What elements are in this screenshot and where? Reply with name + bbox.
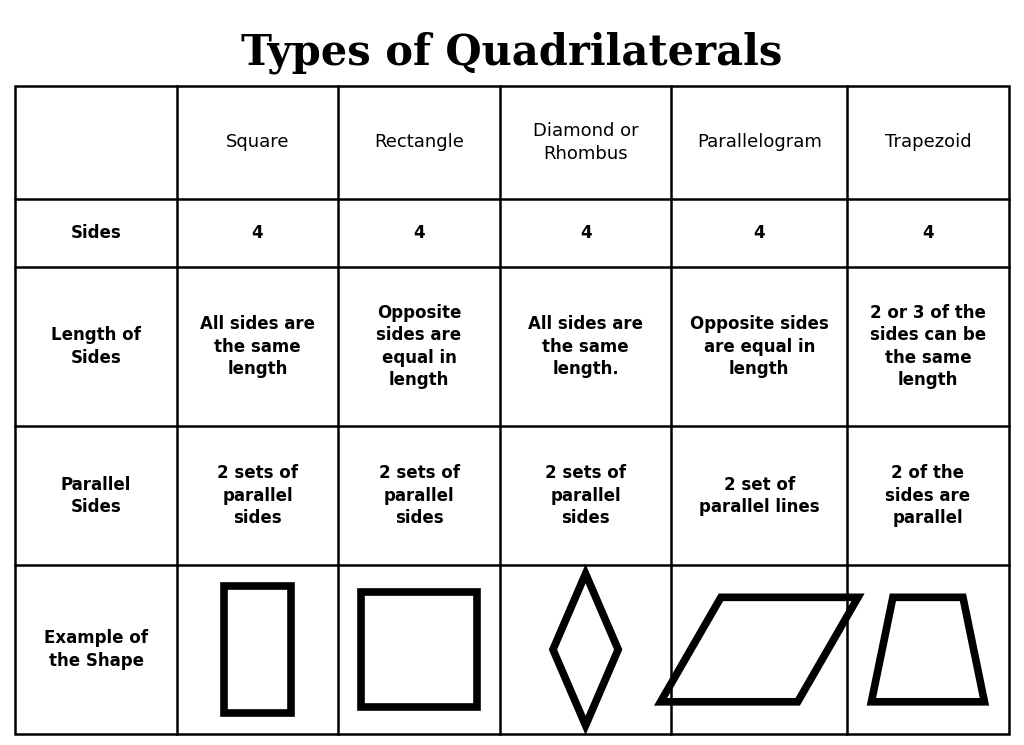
Text: Opposite
sides are
equal in
length: Opposite sides are equal in length: [377, 304, 462, 389]
Text: 4: 4: [252, 224, 263, 242]
Text: 2 set of
parallel lines: 2 set of parallel lines: [699, 475, 819, 516]
Text: Parallelogram: Parallelogram: [697, 133, 821, 151]
Text: Opposite sides
are equal in
length: Opposite sides are equal in length: [690, 315, 828, 378]
Text: Diamond or
Rhombus: Diamond or Rhombus: [532, 121, 638, 163]
Text: Sides: Sides: [71, 224, 122, 242]
Text: All sides are
the same
length: All sides are the same length: [200, 315, 315, 378]
Text: Square: Square: [226, 133, 290, 151]
Text: Parallel
Sides: Parallel Sides: [60, 475, 131, 516]
Text: 4: 4: [414, 224, 425, 242]
Text: Length of
Sides: Length of Sides: [51, 326, 141, 367]
Text: All sides are
the same
length.: All sides are the same length.: [528, 315, 643, 378]
Text: Trapezoid: Trapezoid: [885, 133, 971, 151]
Text: Rectangle: Rectangle: [374, 133, 464, 151]
Text: 2 sets of
parallel
sides: 2 sets of parallel sides: [545, 464, 626, 527]
Text: 4: 4: [580, 224, 592, 242]
Text: 2 sets of
parallel
sides: 2 sets of parallel sides: [217, 464, 298, 527]
Text: 2 or 3 of the
sides can be
the same
length: 2 or 3 of the sides can be the same leng…: [869, 304, 986, 389]
Text: Types of Quadrilaterals: Types of Quadrilaterals: [242, 31, 782, 74]
Text: 4: 4: [754, 224, 765, 242]
Text: 2 of the
sides are
parallel: 2 of the sides are parallel: [886, 464, 971, 527]
Text: 4: 4: [922, 224, 934, 242]
Text: Example of
the Shape: Example of the Shape: [44, 630, 148, 670]
Text: 2 sets of
parallel
sides: 2 sets of parallel sides: [379, 464, 460, 527]
